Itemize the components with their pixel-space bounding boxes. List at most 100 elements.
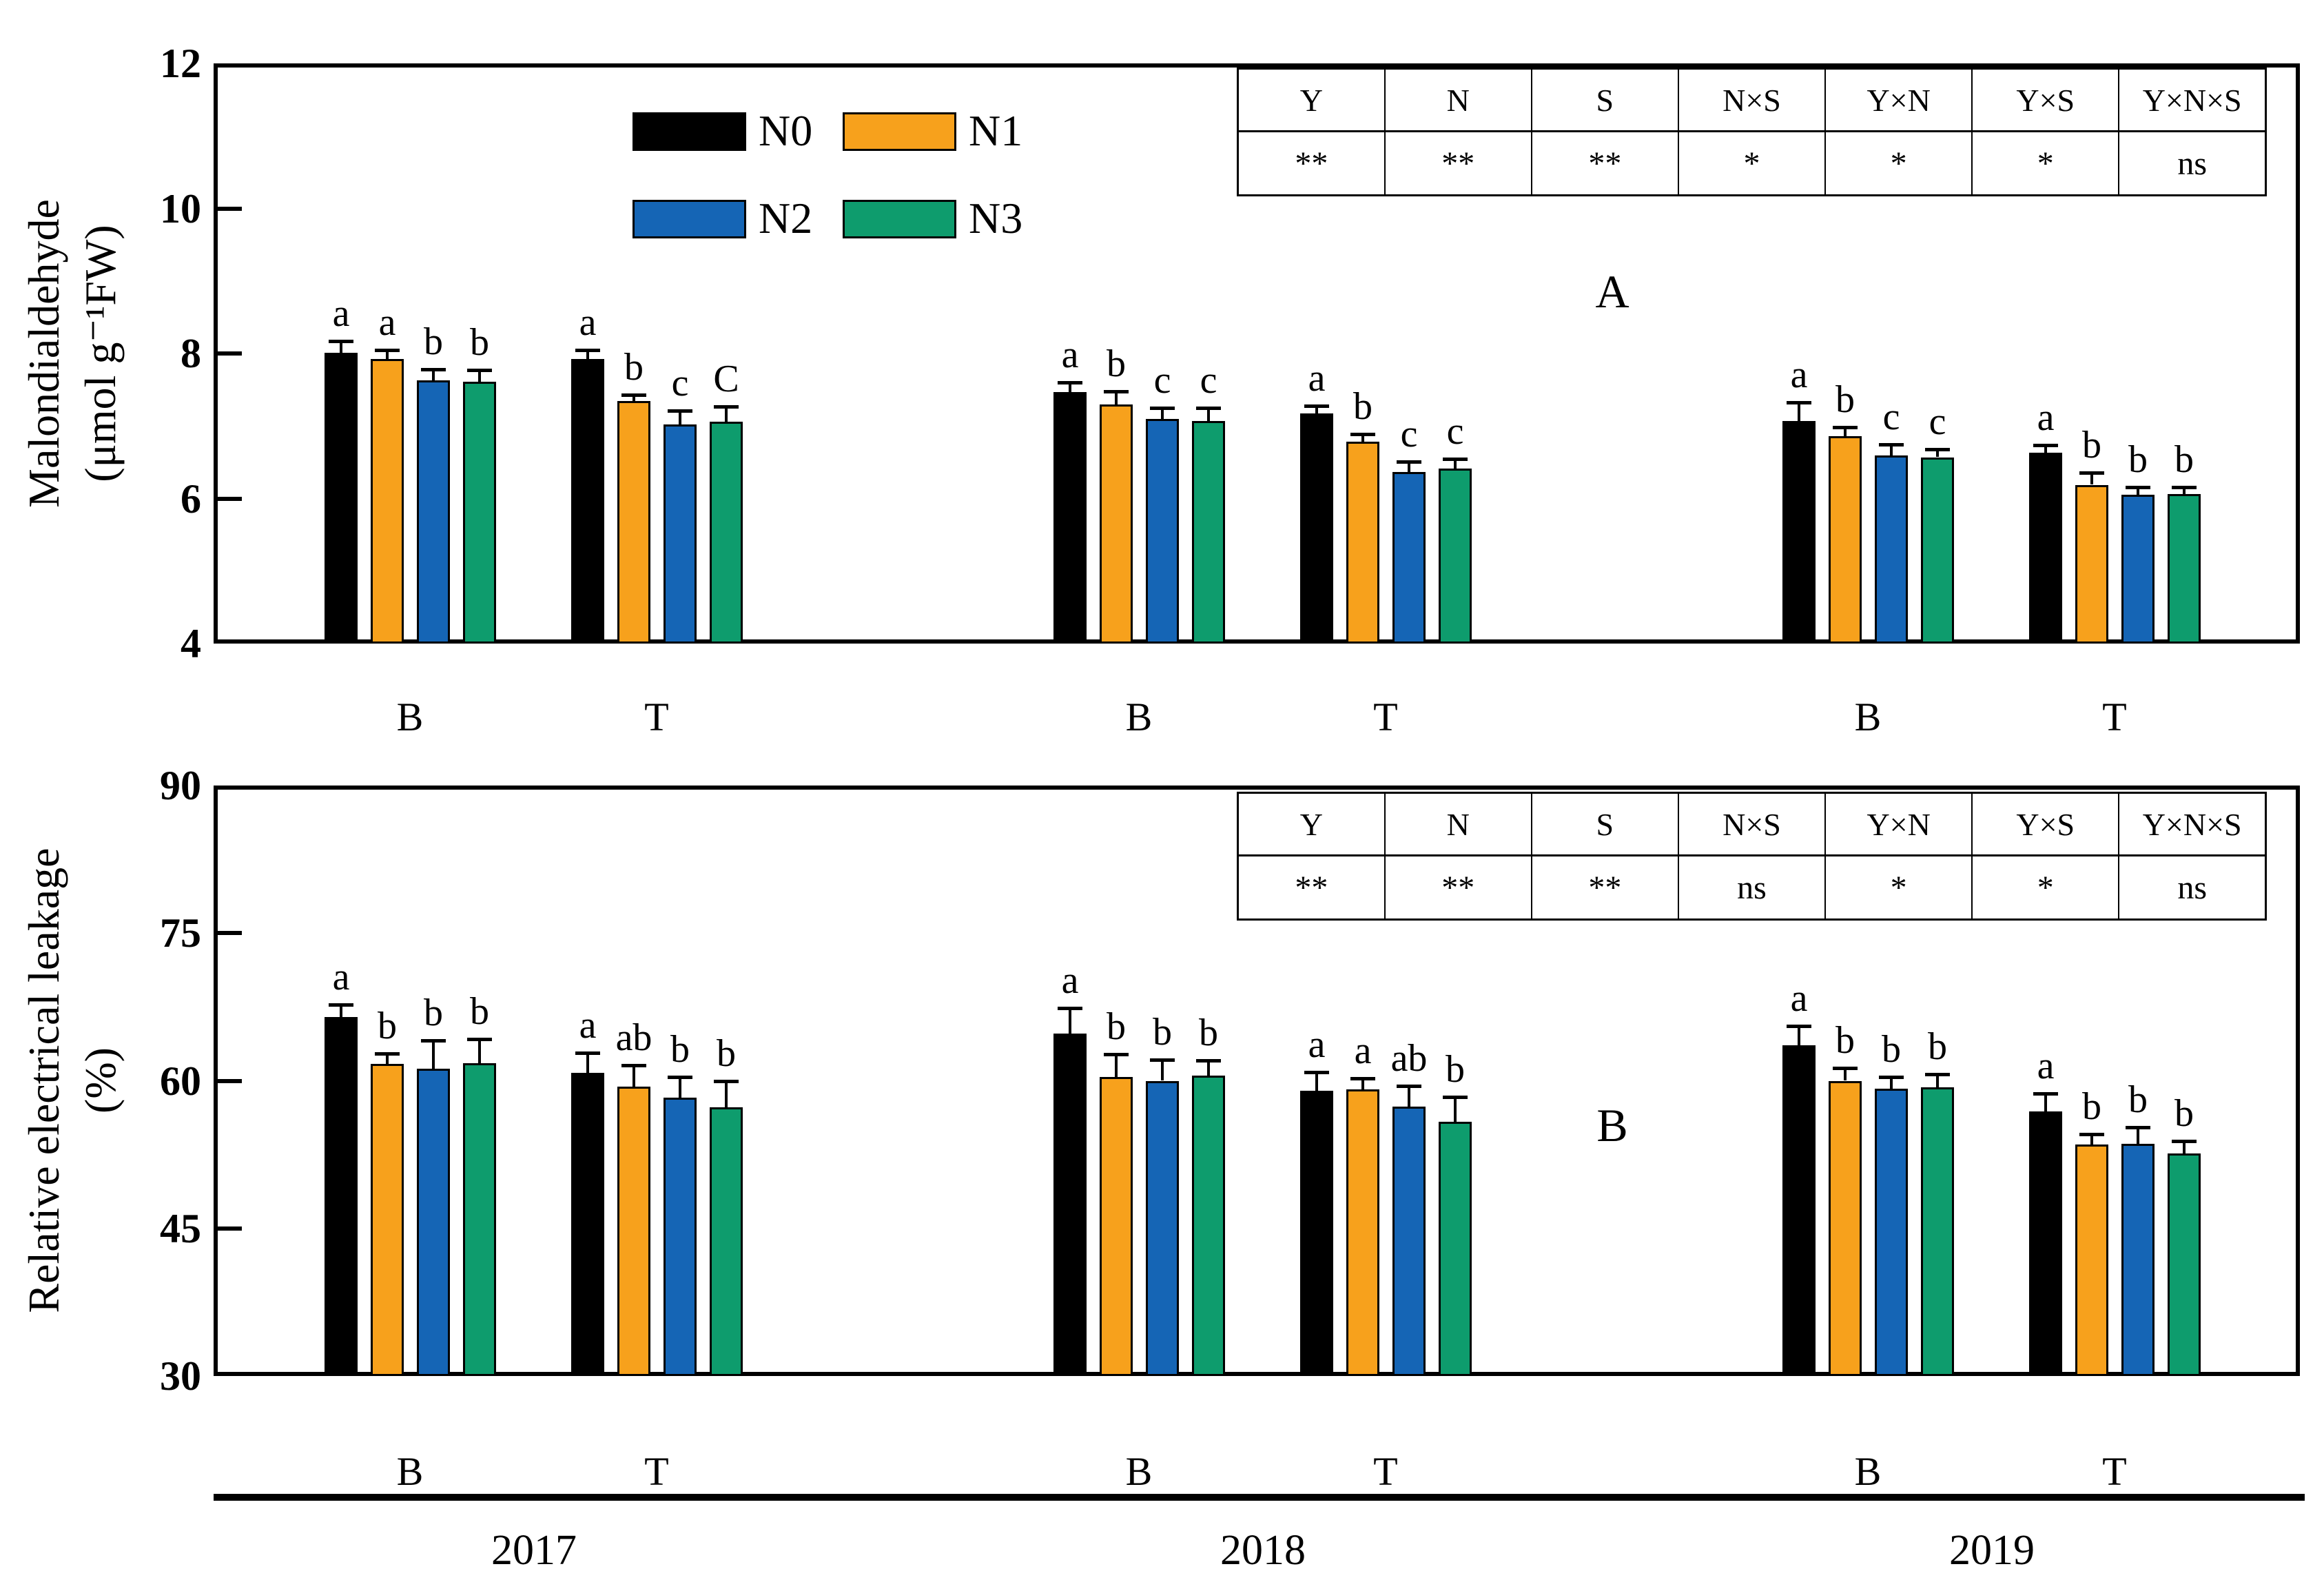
sig-table-value-cell: ** [1530,854,1679,921]
bar-2017-T-n0 [571,359,604,644]
y-tick-label: 8 [181,331,201,376]
panel-label-b: B [1596,1099,1628,1151]
error-bar-stem [340,342,342,353]
significance-letter: a [579,1003,597,1047]
bar-2019-T-n0 [2029,1111,2062,1376]
sig-table-header-cell: N [1384,792,1532,856]
y-tick-label: 60 [160,1058,201,1104]
significance-letter: b [470,989,489,1033]
y-tick-label: 12 [160,41,201,86]
bar-2018-B-n1 [1100,1076,1133,1376]
bar-2017-B-n2 [417,380,450,644]
error-bar-cap [1833,426,1858,430]
error-bar-stem [1798,1026,1800,1046]
bar-2017-T-n2 [664,424,697,644]
y-tick-label: 45 [160,1205,201,1251]
error-bar-stem [1161,1060,1164,1081]
error-bar-cap [1058,1007,1082,1011]
y-tick-mark [216,1226,242,1231]
error-bar-cap [1304,1071,1329,1075]
error-bar-stem [1890,444,1893,456]
significance-letter: b [624,346,644,389]
significance-letter: c [1882,395,1900,438]
sig-table-header-cell: Y [1237,68,1386,132]
error-bar-cap [575,348,600,352]
panel-b-y-axis-label-line1: Relative electrical leakage [19,848,68,1313]
error-bar-cap [2079,471,2104,475]
error-bar-cap [2172,485,2197,489]
group-label-2019-B: B [1854,1449,1882,1494]
sig-table-header-cell: Y×N [1824,792,1973,856]
error-bar-stem [386,1054,389,1065]
error-bar-cap [421,368,446,372]
error-bar-stem [725,1081,728,1108]
bar-2018-B-n2 [1146,418,1179,644]
bar-2017-B-n3 [463,382,496,644]
significance-letter: c [1446,409,1464,453]
legend-swatch-n2 [633,200,746,238]
bar-2017-T-n3 [710,421,743,644]
sig-table-header-cell: Y×N×S [2118,68,2267,132]
bar-2019-B-n0 [1782,420,1816,644]
error-bar-cap [1443,1095,1468,1099]
bar-2017-T-n2 [664,1097,697,1376]
significance-letter: b [1199,1011,1218,1054]
significance-letter: b [1107,342,1126,385]
significance-letter: c [1153,358,1171,402]
significance-letter: b [1446,1047,1465,1091]
sig-table-header-cell: N×S [1677,792,1827,856]
error-bar-cap [1150,406,1175,410]
error-bar-cap [467,369,492,373]
bar-2018-T-n3 [1439,469,1472,644]
error-bar-cap [1833,1067,1858,1071]
significance-letter: b [670,1028,690,1071]
significance-letter: b [1835,1019,1855,1063]
bar-2017-B-n1 [371,1064,404,1376]
group-label-2018-T: T [1373,1449,1398,1494]
bar-2019-T-n0 [2029,453,2062,644]
error-bar-cap [621,1064,646,1068]
sig-table-header-cell: N×S [1677,68,1827,132]
error-bar-stem [1408,462,1410,472]
error-bar-cap [2126,485,2150,489]
error-bar-stem [1408,1087,1410,1107]
error-bar-stem [2137,487,2139,495]
bar-2018-B-n0 [1053,1033,1087,1376]
error-bar-cap [1150,1058,1175,1062]
error-bar-stem [586,350,589,360]
bar-2017-T-n1 [617,1087,650,1376]
error-bar-cap [1397,1085,1421,1089]
group-label-2017-B: B [396,695,424,739]
significance-letter: b [2174,438,2194,481]
group-label-2019-T: T [2102,1449,2127,1494]
sig-table-header-cell: Y×N×S [2118,792,2267,856]
error-bar-cap [329,340,353,344]
error-bar-stem [1936,449,1939,458]
bar-2017-B-n1 [371,359,404,644]
panel-a-y-axis-label-line1: Malondialdehyde [19,199,68,508]
legend-label-n2: N2 [759,194,813,243]
error-bar-cap [1925,1072,1950,1076]
significance-letter: b [2174,1092,2194,1136]
error-bar-cap [2172,1140,2197,1144]
sig-table-value-cell: ** [1237,130,1386,196]
error-bar-cap [1196,1058,1221,1063]
significance-letter: a [332,955,350,998]
bar-2018-T-n0 [1300,1090,1333,1376]
error-bar-stem [1069,1009,1071,1034]
error-bar-stem [2044,445,2047,453]
y-tick-mark [216,351,242,356]
error-bar-stem [432,1041,435,1069]
bar-2017-B-n0 [325,352,358,644]
error-bar-cap [1058,381,1082,385]
error-bar-cap [1397,460,1421,464]
significance-letter: a [2037,1045,2055,1088]
sig-table-value-cell: ns [2118,854,2267,921]
error-bar-cap [1304,404,1329,408]
significance-letter: a [332,292,350,336]
significance-letter: c [671,362,689,405]
bar-2017-B-n2 [417,1069,450,1376]
group-label-2017-B: B [396,1449,424,1494]
error-bar-stem [1844,428,1847,436]
significance-table-a: Y N S N×S Y×N Y×S Y×N×S ** ** ** * * * ns [1237,68,2267,196]
